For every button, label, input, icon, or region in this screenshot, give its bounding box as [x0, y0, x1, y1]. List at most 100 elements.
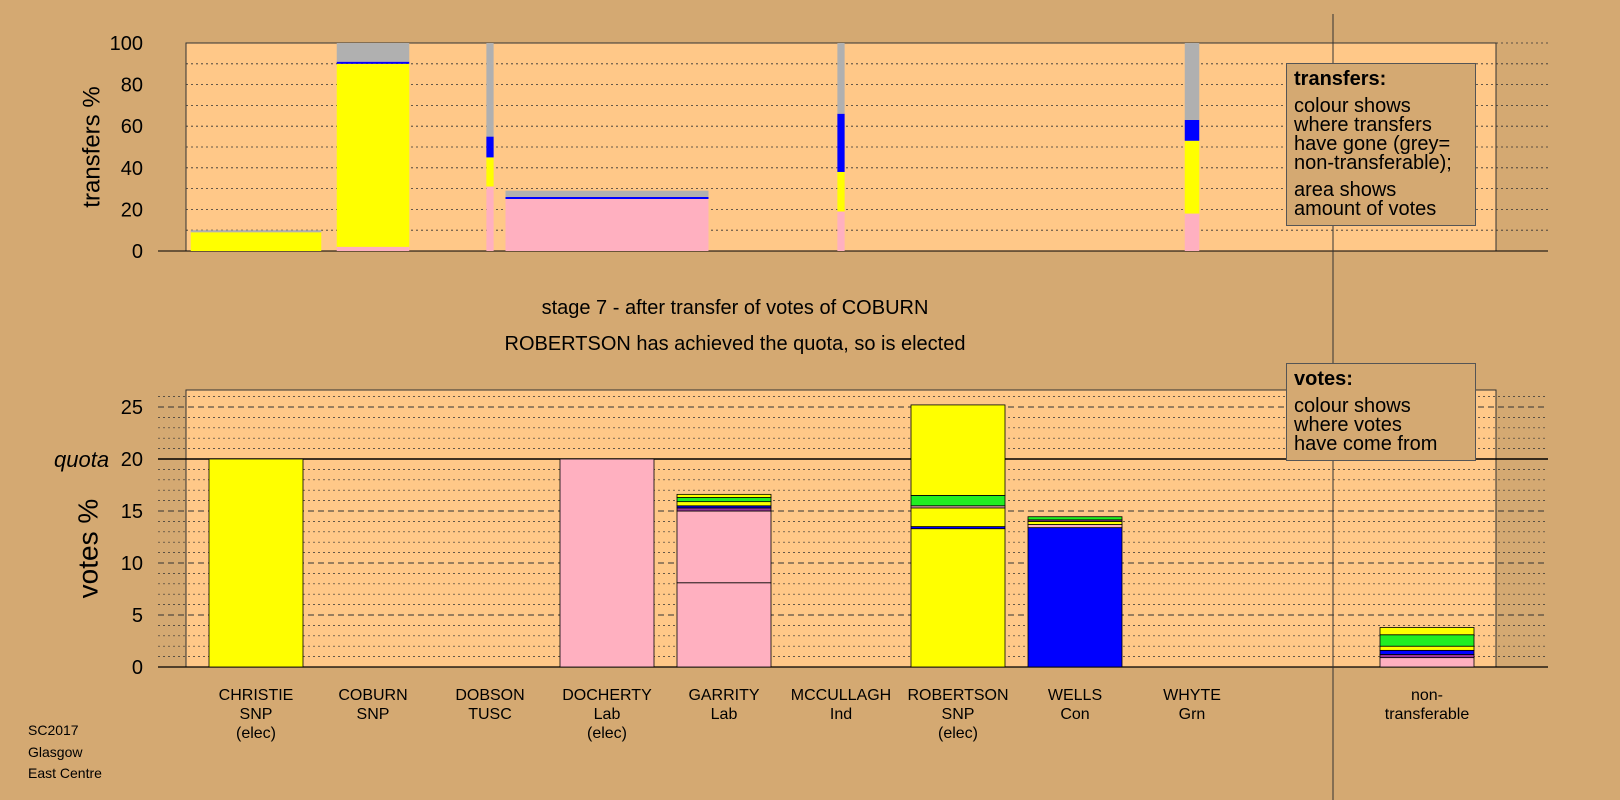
candidate-name-label: COBURN [338, 687, 407, 704]
nontransferable-label: non- [1411, 687, 1443, 704]
transfer-bar-segment [486, 186, 494, 251]
footer-line: SC2017 [28, 722, 79, 738]
votes-panel: 0 5 10 15 20 25 quota votes % CHRISTIE SNP (elec) C… [54, 389, 1548, 742]
transfers-panel: 0 20 40 60 80 100 transfers % [78, 33, 1548, 263]
transfers-legend-line: amount of votes [1294, 198, 1437, 220]
transfer-bar-segment [336, 43, 410, 62]
vote-bar-segment [910, 507, 1006, 528]
nontransferable-label: transferable [1385, 706, 1470, 723]
transfer-bar-segment [486, 157, 494, 187]
footer-line: East Centre [28, 765, 102, 781]
vote-bar-segment [676, 497, 772, 503]
candidate-party-label: Lab [711, 706, 738, 723]
vote-bar-segment [1379, 634, 1475, 647]
transfer-bar-segment [336, 63, 410, 247]
transfers-legend-line: non-transferable); [1294, 152, 1452, 174]
footer-caption: SC2017 Glasgow East Centre [28, 720, 102, 785]
transfer-bar-segment [190, 232, 322, 251]
transfer-bar-segment [1184, 43, 1200, 120]
transfer-bar-segment [837, 43, 845, 114]
transfer-bar-segment [1184, 140, 1200, 214]
votes-tick-label: 10 [121, 553, 143, 575]
transfer-bar-segment [1184, 213, 1200, 251]
vote-bar-segment [1379, 645, 1475, 651]
quota-label: quota [54, 447, 109, 472]
transfer-bar-segment [505, 196, 709, 199]
vote-bar-segment [676, 510, 772, 584]
vote-bar-segment [1027, 527, 1123, 668]
elected-note: ROBERTSON has achieved the quota, so is … [505, 333, 966, 355]
transfers-tick-label: 40 [121, 158, 143, 180]
transfer-bar-segment [336, 61, 410, 64]
votes-tick-label: 20 [121, 449, 143, 471]
transfers-legend-line: area shows [1294, 179, 1397, 201]
vote-bar-segment [559, 458, 655, 668]
votes-legend-line: colour shows [1294, 395, 1411, 417]
candidate-party-label: TUSC [468, 706, 512, 723]
vote-bar-segment [676, 493, 772, 498]
transfers-legend-line: colour shows [1294, 95, 1411, 117]
candidate-status-label: (elec) [236, 725, 276, 742]
vote-bar-segment [1379, 627, 1475, 636]
candidate-name-label: DOBSON [455, 687, 524, 704]
candidate-name-label: WHYTE [1163, 687, 1221, 704]
candidate-party-label: SNP [240, 706, 273, 723]
transfer-bar-segment [505, 190, 709, 197]
vote-bar-segment [1027, 524, 1123, 529]
transfer-bar-segment [336, 246, 410, 251]
votes-legend-line: have come from [1294, 433, 1438, 455]
candidate-name-label: WELLS [1048, 687, 1102, 704]
transfer-bar-segment [486, 43, 494, 137]
vote-bar-segment [676, 582, 772, 668]
votes-axis-label: votes % [72, 499, 103, 599]
candidate-status-label: (elec) [938, 725, 978, 742]
vote-bar-segment [1379, 654, 1475, 659]
candidate-party-label: Con [1060, 706, 1089, 723]
votes-legend-title: votes: [1294, 368, 1353, 390]
votes-tick-label: 5 [132, 605, 143, 627]
candidate-party-label: Grn [1179, 706, 1206, 723]
vote-bar-segment [1027, 516, 1123, 521]
footer-line: Glasgow [28, 743, 83, 760]
transfer-bar-segment [190, 230, 322, 233]
votes-tick-label: 15 [121, 501, 143, 523]
votes-tick-label: 25 [121, 397, 143, 419]
vote-bar-segment [208, 458, 304, 668]
vote-bar-segment [910, 528, 1006, 668]
votes-plot-area [185, 389, 1497, 668]
stage-title: stage 7 - after transfer of votes of COB… [542, 297, 929, 319]
candidate-name-label: CHRISTIE [219, 687, 294, 704]
transfer-bar-segment [505, 199, 709, 251]
votes-legend-line: where votes [1294, 414, 1402, 436]
vote-bar-segment [910, 494, 1006, 507]
transfers-legend-title: transfers: [1294, 68, 1387, 90]
votes-tick-label: 0 [132, 657, 143, 679]
vote-bar-segment [676, 501, 772, 507]
candidate-name-label: MCCULLAGH [791, 687, 891, 704]
vote-bar-segment [1379, 657, 1475, 668]
transfer-bar-segment [486, 136, 494, 158]
candidate-name-label: GARRITY [688, 687, 759, 704]
candidate-name-label: ROBERTSON [907, 687, 1008, 704]
transfers-tick-label: 0 [132, 241, 143, 263]
vote-bar-segment [1379, 649, 1475, 655]
transfer-bar-segment [837, 171, 845, 212]
transfers-tick-label: 80 [121, 75, 143, 97]
vote-bar-segment [676, 507, 772, 512]
transfers-tick-label: 60 [121, 116, 143, 138]
candidate-status-label: (elec) [587, 725, 627, 742]
candidate-name-label: DOCHERTY [562, 687, 652, 704]
transfers-axis-label: transfers % [78, 86, 105, 207]
transfers-legend-box: transfers: colour shows where transfers … [1286, 63, 1476, 226]
votes-legend-box: votes: colour shows where votes have com… [1286, 363, 1476, 461]
transfer-bar-segment [837, 211, 845, 251]
transfers-legend-line: where transfers [1294, 114, 1432, 136]
transfers-legend-line: have gone (grey= [1294, 133, 1451, 155]
transfer-bar-segment [837, 113, 845, 172]
transfers-tick-label: 20 [121, 199, 143, 221]
candidate-party-label: Lab [594, 706, 621, 723]
vote-bar-segment [1027, 521, 1123, 525]
vote-bar-segment [910, 404, 1006, 496]
candidate-party-label: SNP [942, 706, 975, 723]
